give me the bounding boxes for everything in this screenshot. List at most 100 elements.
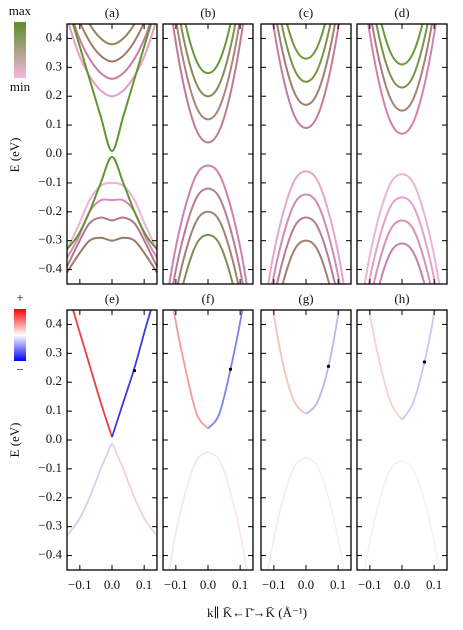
panel-frame [66, 309, 158, 571]
band-line [172, 310, 209, 430]
band-line [305, 456, 345, 570]
y-tick-label: −0.4 [38, 547, 62, 562]
y-axis-label: E (eV) [7, 137, 22, 172]
panel [168, 24, 248, 284]
band-line [286, 24, 326, 60]
band-line [401, 459, 441, 570]
y-tick-label: 0.3 [46, 344, 62, 359]
panel-frame [356, 309, 448, 571]
y-tick-label: −0.1 [38, 174, 62, 189]
panel-title: (d) [394, 5, 409, 20]
y-tick-label: 0.3 [46, 58, 62, 73]
x-tick-label: 0.1 [232, 577, 248, 592]
y-tick-label: 0.4 [46, 29, 63, 44]
band-line [207, 450, 248, 570]
x-tick-label: 0.1 [330, 577, 346, 592]
x-tick-label: 0.1 [136, 577, 152, 592]
x-tick-label: 0.1 [426, 577, 442, 592]
panel-frame [66, 23, 158, 285]
band-line [67, 198, 157, 259]
panel [363, 24, 441, 284]
y-tick-label: −0.4 [38, 261, 62, 276]
x-axis-label: k∥ K̄←Γ̄→K̄ (Å⁻¹) [207, 605, 307, 620]
band-line [401, 310, 436, 421]
band-line [175, 24, 241, 121]
band-line [271, 193, 341, 284]
band-line [281, 239, 331, 284]
band-line [367, 196, 437, 284]
band-line [372, 219, 432, 284]
y-tick-label: −0.3 [38, 232, 62, 247]
band-line [72, 24, 152, 153]
y-tick-label: 0.1 [46, 116, 62, 131]
x-tick-label: 0.0 [200, 577, 216, 592]
y-tick-label: 0.0 [46, 145, 62, 160]
colorbar-label: − [16, 362, 23, 377]
band-line [275, 216, 337, 284]
band-line [172, 187, 244, 284]
band-line [371, 24, 433, 112]
panel-frame [356, 23, 448, 285]
band-line [171, 24, 245, 144]
band-line [182, 233, 234, 284]
band-line [363, 459, 403, 570]
band-line [368, 310, 403, 421]
x-tick-label: −0.1 [164, 577, 188, 592]
x-tick-label: −0.1 [68, 577, 92, 592]
spin-point [422, 360, 427, 364]
y-tick-label: 0.2 [46, 373, 62, 388]
colorbar-label: + [16, 290, 23, 305]
band-line [276, 24, 336, 106]
y-tick-label: −0.1 [38, 460, 62, 475]
band-line [67, 155, 157, 250]
panel [363, 310, 441, 570]
panel [67, 310, 157, 536]
band-line [363, 173, 441, 284]
y-tick-label: 0.4 [46, 315, 63, 330]
panel-title: (g) [298, 291, 313, 306]
band-line [168, 450, 209, 570]
band-line [179, 24, 237, 98]
band-line [272, 310, 307, 415]
panel-title: (f) [202, 291, 215, 306]
band-line [111, 310, 152, 438]
band-line [184, 24, 232, 75]
band-line [72, 310, 113, 438]
panel-title: (c) [299, 5, 313, 20]
spin-point [228, 367, 233, 371]
x-tick-label: −0.1 [262, 577, 286, 592]
y-axis-label: E (eV) [7, 422, 22, 457]
y-tick-label: 0.1 [46, 402, 62, 417]
band-line [88, 24, 136, 46]
x-tick-label: 0.0 [298, 577, 314, 592]
panel [267, 310, 345, 570]
panel [267, 24, 345, 284]
band-line [280, 24, 332, 83]
band-line [67, 181, 157, 250]
band-line [67, 442, 113, 536]
band-line [67, 236, 157, 273]
band-line [267, 170, 345, 284]
spin-point [326, 364, 331, 368]
band-line [380, 24, 424, 66]
band-line [375, 24, 429, 89]
band-line [67, 216, 157, 268]
y-tick-label: 0.0 [46, 431, 62, 446]
panel [168, 310, 248, 570]
y-tick-label: −0.2 [38, 203, 62, 218]
x-tick-label: 0.0 [394, 577, 410, 592]
spin-point [132, 369, 137, 373]
panel [67, 24, 157, 273]
band-line [367, 24, 437, 135]
band-line [67, 24, 157, 98]
colorbar [14, 309, 26, 361]
band-line [168, 164, 248, 284]
panel-frame [260, 309, 352, 571]
band-line [378, 242, 426, 284]
band-line [73, 24, 151, 80]
colorbar [14, 22, 26, 78]
band-line [176, 210, 240, 284]
panel-title: (e) [105, 291, 119, 306]
colorbar-label: min [10, 79, 31, 94]
